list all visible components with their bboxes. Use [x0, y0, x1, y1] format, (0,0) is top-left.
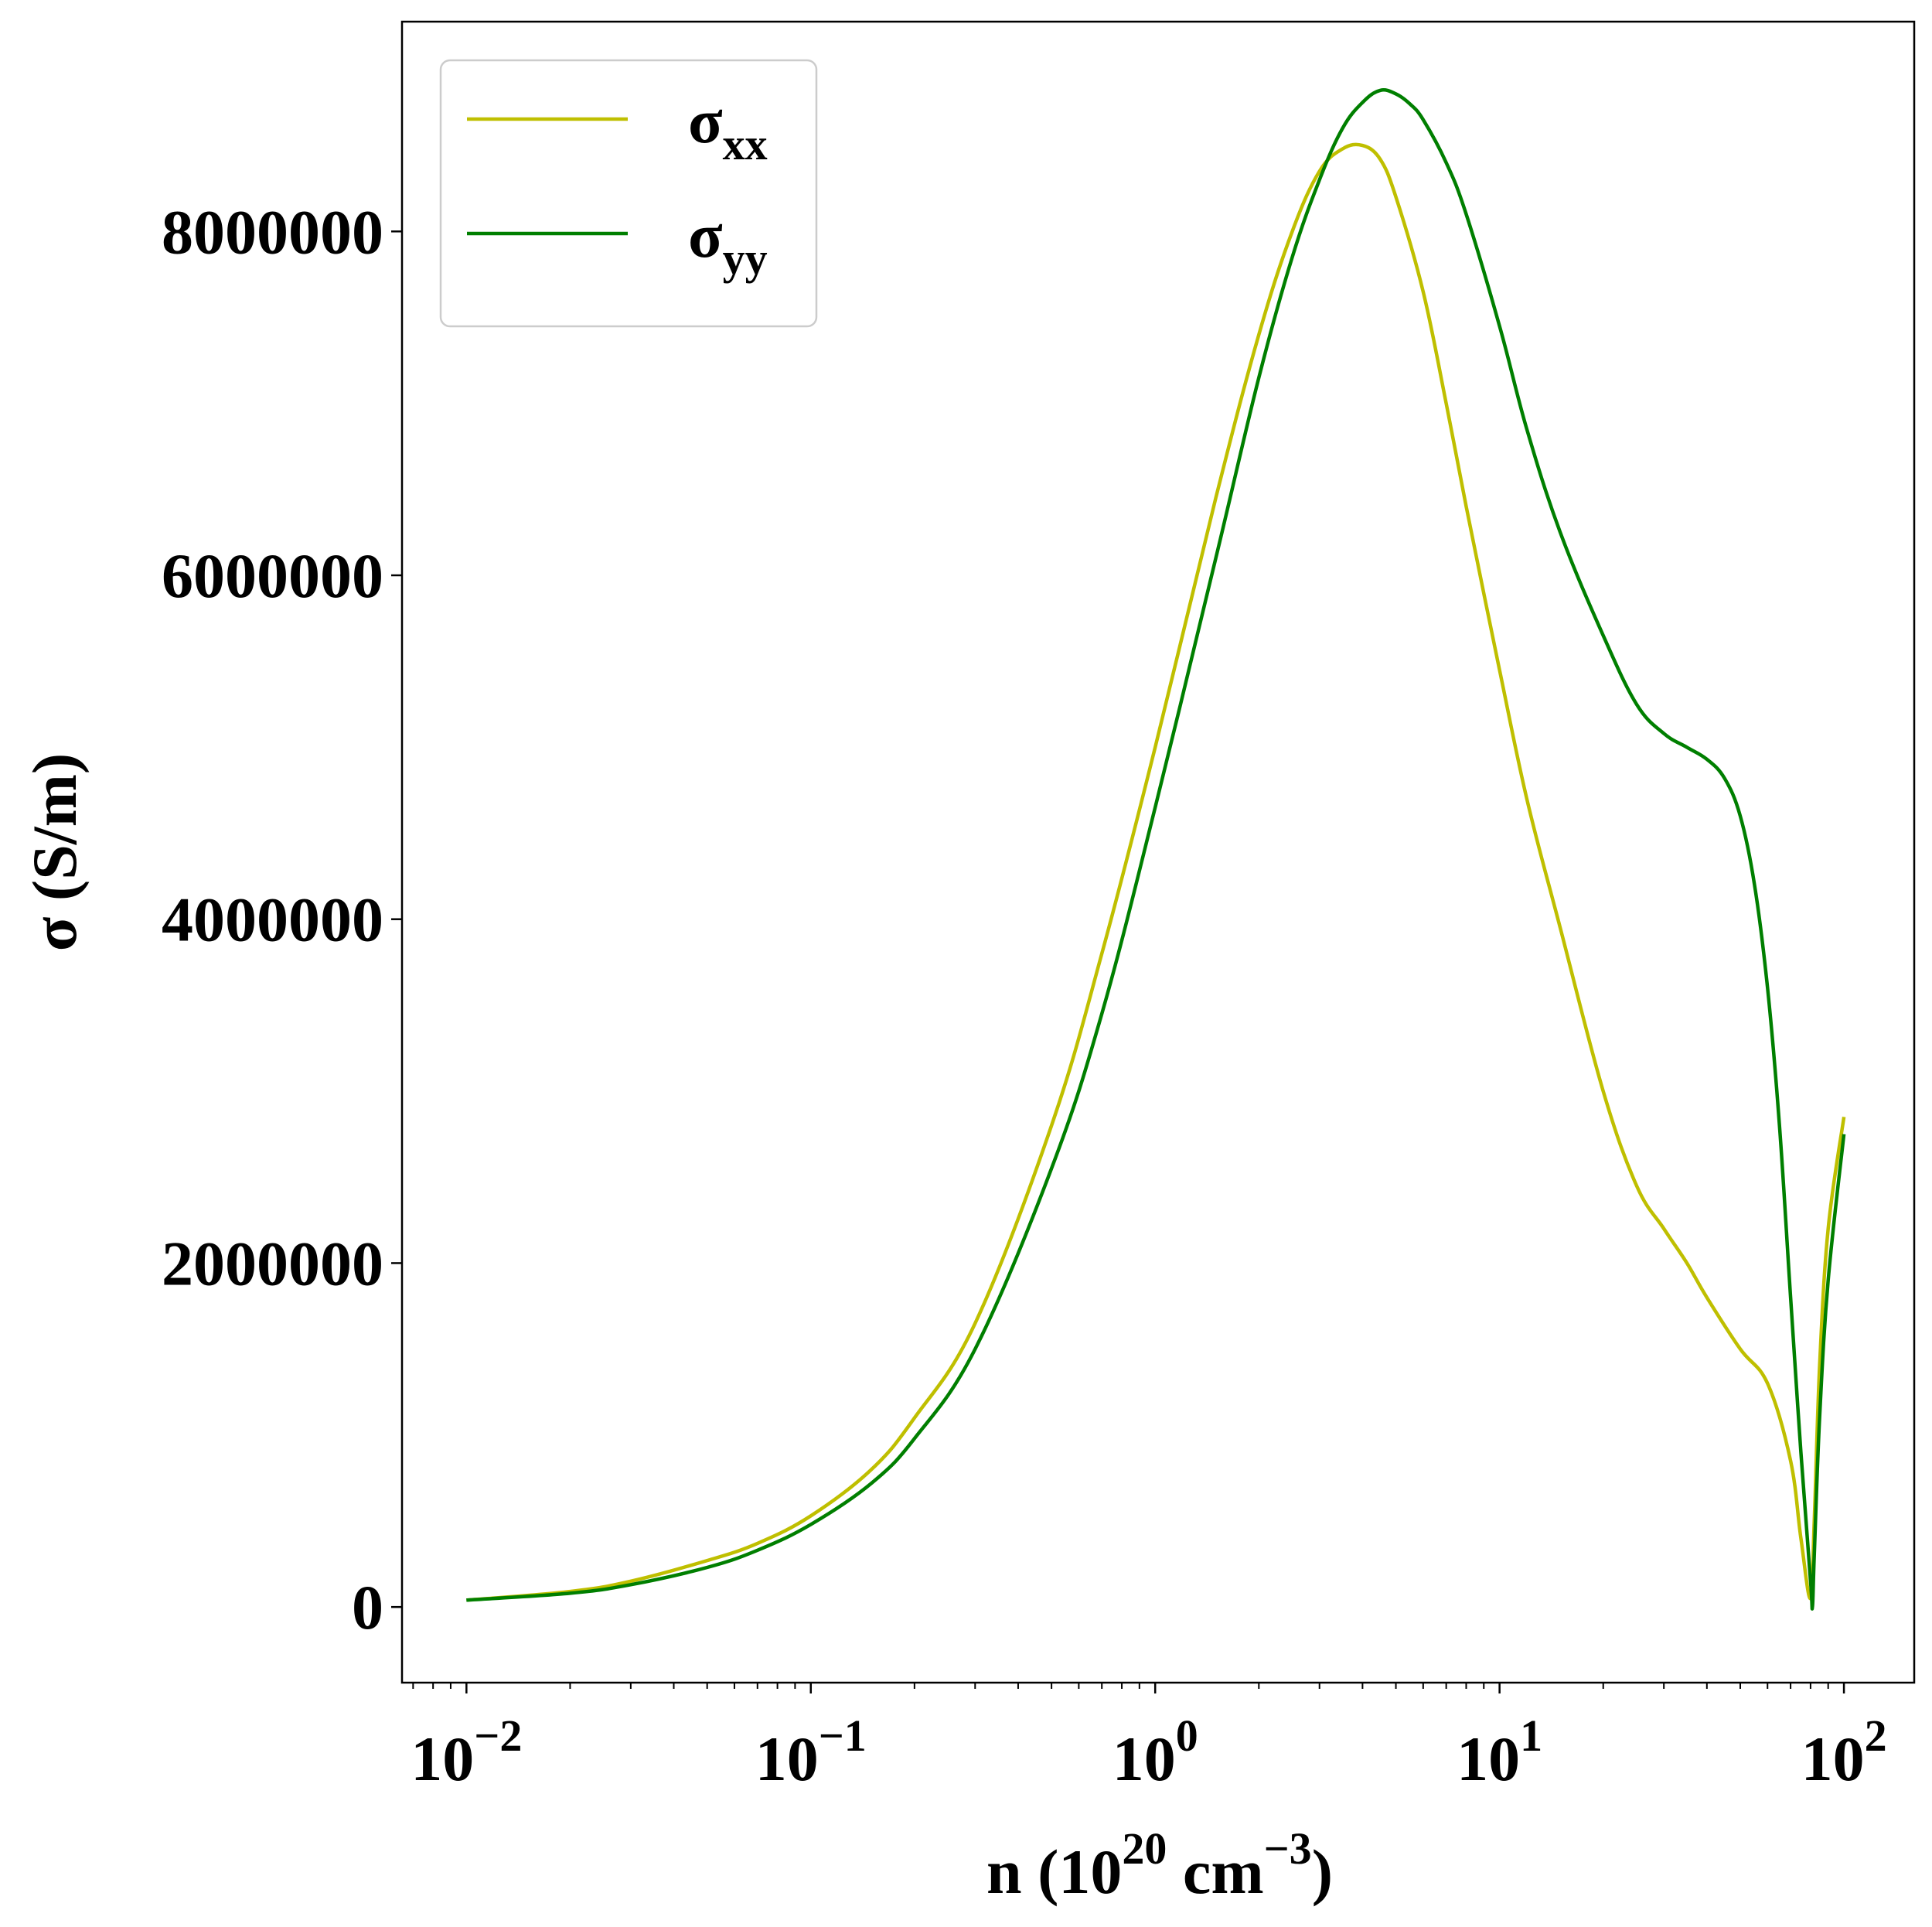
x-axis-title-exp: 20 [1122, 1823, 1167, 1874]
y-tick-label: 2000000 [162, 1228, 383, 1298]
x-axis-title: n (1020 cm−3) [986, 1823, 1333, 1907]
x-tick-label: 102 [1801, 1710, 1887, 1794]
x-tick-label-exp: 1 [1520, 1710, 1542, 1761]
legend-label-symbol: σ [688, 86, 723, 156]
y-tick-label: 4000000 [162, 885, 383, 955]
x-tick-label-base: 10 [1801, 1724, 1865, 1794]
x-axis: 10−2 10−1 100 101 102 [411, 1683, 1887, 1794]
x-tick-label-base: 10 [755, 1724, 819, 1794]
x-tick-label-exp: 2 [1865, 1710, 1887, 1761]
x-tick-label-base: 10 [1457, 1724, 1520, 1794]
legend-box [439, 59, 818, 328]
series-line-xx [466, 142, 1846, 1602]
legend-label-symbol: σ [688, 200, 723, 271]
x-axis-title-unit: cm [1167, 1837, 1263, 1907]
x-axis-title-base: n (10 [986, 1837, 1122, 1907]
series-line-yy [466, 88, 1846, 1611]
legend-label-yy: σyy [688, 200, 768, 284]
legend-label-xx: σxx [688, 86, 768, 169]
legend-label-subscript: yy [723, 234, 768, 284]
x-axis-title-exp2: −3 [1264, 1823, 1312, 1874]
x-tick-label: 100 [1113, 1710, 1198, 1794]
x-tick-label: 10−2 [411, 1710, 522, 1794]
x-tick-label-exp: −1 [819, 1710, 867, 1761]
x-tick-label-exp: 0 [1176, 1710, 1198, 1761]
y-axis-title: σ (S/m) [19, 753, 90, 951]
x-tick-label-base: 10 [411, 1724, 474, 1794]
x-tick-label-base: 10 [1113, 1724, 1176, 1794]
plot-frame [400, 20, 1916, 1684]
x-axis-title-close: ) [1312, 1837, 1333, 1907]
x-tick-label: 10−1 [755, 1710, 867, 1794]
legend-label-subscript: xx [723, 119, 768, 169]
y-tick-label: 0 [352, 1572, 383, 1642]
x-tick-label: 101 [1457, 1710, 1542, 1794]
y-tick-label: 6000000 [162, 541, 383, 611]
y-tick-label: 8000000 [162, 196, 383, 267]
x-tick-label-exp: −2 [474, 1710, 522, 1761]
series-layer [466, 88, 1846, 1611]
y-axis: 0 2000000 4000000 6000000 8000000 [162, 196, 402, 1642]
